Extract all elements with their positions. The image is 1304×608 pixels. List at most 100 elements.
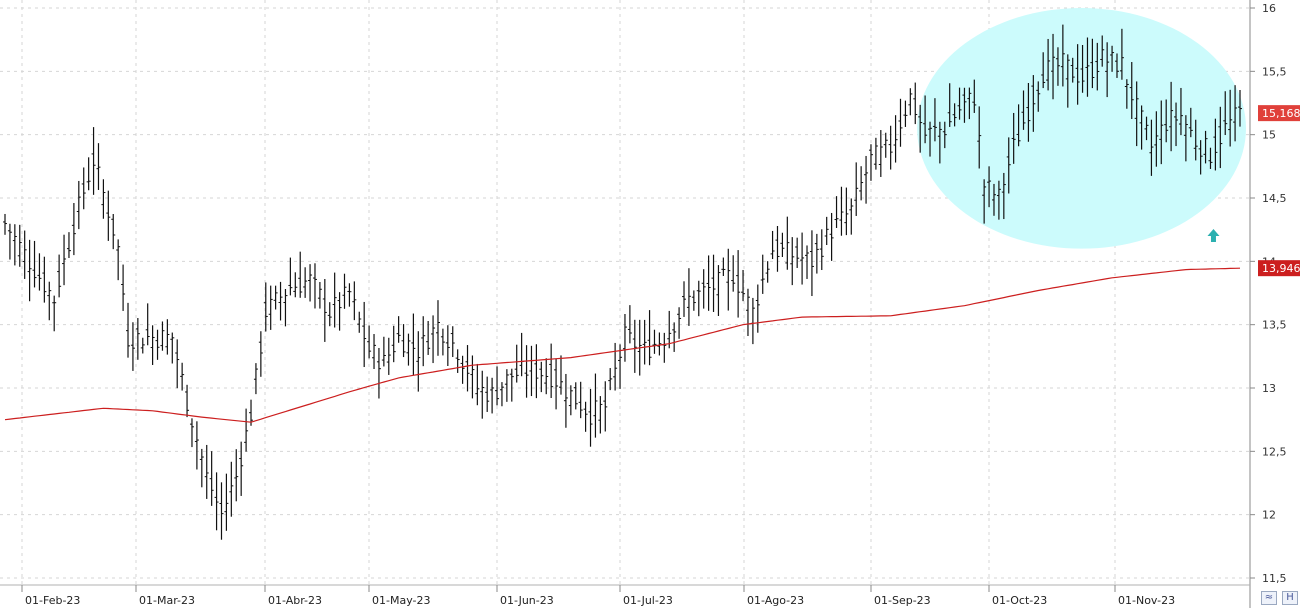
ohlc-bar (544, 358, 549, 395)
ohlc-bar (573, 382, 578, 410)
ohlc-bar (923, 95, 928, 144)
scale-toggle-button[interactable]: ≈ (1261, 591, 1277, 605)
ohlc-bar (1233, 85, 1238, 142)
ohlc-bar (1051, 33, 1056, 100)
ohlc-bar (367, 325, 372, 359)
ohlc-bar (130, 322, 135, 371)
ohlc-bar (17, 224, 22, 267)
ohlc-bar (1188, 107, 1193, 138)
ohlc-bar (12, 224, 17, 266)
ohlc-bar (1105, 42, 1110, 98)
x-tick-label: 01-Oct-23 (992, 594, 1047, 607)
ohlc-bar (435, 300, 440, 356)
ohlc-bar (859, 166, 864, 201)
ohlc-bar (878, 130, 883, 177)
ohlc-bar (987, 166, 992, 208)
ohlc-bar (745, 288, 750, 337)
ohlc-bar (1036, 81, 1041, 112)
ohlc-bar (814, 233, 819, 274)
ohlc-bar (219, 482, 224, 540)
ohlc-bar (234, 449, 239, 502)
ohlc-bar (578, 381, 583, 419)
ohlc-bar (1011, 112, 1016, 164)
ohlc-bar (514, 344, 519, 383)
ohlc-bar (180, 362, 185, 391)
ohlc-bar (588, 388, 593, 447)
ohlc-bar (701, 269, 706, 309)
ohlc-bar (337, 292, 342, 331)
ohlc-bar (170, 332, 175, 364)
ohlc-bar (278, 281, 283, 321)
ohlc-bar (982, 179, 987, 224)
ohlc-bar (554, 358, 559, 410)
ohlc-bar (957, 87, 962, 120)
ohlc-bar (155, 329, 160, 360)
ohlc-bar (121, 264, 126, 311)
ohlc-bar (57, 254, 62, 298)
ohlc-bar (62, 234, 67, 286)
ohlc-bar (918, 104, 923, 153)
hud-toggle-button[interactable]: H (1282, 591, 1298, 605)
y-tick-label: 15,5 (1262, 65, 1287, 78)
ohlc-bar (893, 115, 898, 163)
ohlc-bar (834, 196, 839, 228)
ohlc-bar (1124, 79, 1129, 109)
ohlc-bar (42, 256, 47, 303)
ohlc-bar (7, 223, 12, 260)
ohlc-bar (386, 337, 391, 375)
ohlc-bar (101, 179, 106, 219)
ohlc-bar (135, 318, 140, 360)
x-tick-label: 01-Jul-23 (623, 594, 673, 607)
ohlc-bar (229, 461, 234, 517)
ohlc-bar (731, 255, 736, 292)
ohlc-bar (741, 269, 746, 302)
ohlc-bar (460, 355, 465, 384)
ohlc-bar (91, 127, 96, 195)
ohlc-bar (327, 302, 332, 327)
ohlc-bar (376, 347, 381, 399)
ohlc-bar (932, 98, 937, 142)
ohlc-bar (908, 88, 913, 116)
ohlc-bar (1090, 38, 1095, 89)
ohlc-bar (928, 121, 933, 157)
ohlc-bar (1154, 111, 1159, 167)
ohlc-bar (258, 331, 263, 377)
x-tick-label: 01-Sep-23 (874, 594, 931, 607)
ohlc-bar (839, 186, 844, 236)
ohlc-bar (244, 408, 249, 452)
ohlc-bar (116, 239, 121, 281)
ohlc-bar (721, 257, 726, 276)
ohlc-bar (696, 280, 701, 317)
ohlc-bar (32, 240, 37, 288)
ohlc-bar (844, 187, 849, 236)
ohlc-bar (962, 87, 967, 123)
x-tick-label: 01-Jun-23 (500, 594, 554, 607)
ohlc-bar (770, 230, 775, 260)
y-tick-label: 11,5 (1262, 572, 1287, 585)
ohlc-bar (1114, 53, 1119, 78)
ohlc-bar (1080, 45, 1085, 93)
ohlc-bar (1065, 54, 1070, 108)
ohlc-bar (450, 326, 455, 358)
ohlc-bar (3, 213, 7, 235)
ohlc-bar (322, 279, 327, 342)
y-tick-label: 15 (1262, 129, 1276, 142)
x-tick-label: 01-Nov-23 (1118, 594, 1175, 607)
ohlc-bar (71, 203, 76, 256)
ohlc-bar (440, 328, 445, 356)
ohlc-bar (1006, 137, 1011, 194)
ohlc-bar (1075, 44, 1080, 105)
ohlc-bar (1060, 24, 1065, 87)
ohlc-bar (947, 83, 952, 127)
ohlc-bar (1134, 81, 1139, 147)
ohlc-bar (603, 381, 608, 432)
ohlc-bar (140, 337, 145, 354)
ohlc-bar (686, 268, 691, 326)
ohlc-bar (381, 336, 386, 367)
ohlc-bar (1119, 28, 1124, 80)
ohlc-bar (755, 284, 760, 333)
ohlc-bar (849, 198, 854, 235)
ohlc-bar (1129, 62, 1134, 119)
